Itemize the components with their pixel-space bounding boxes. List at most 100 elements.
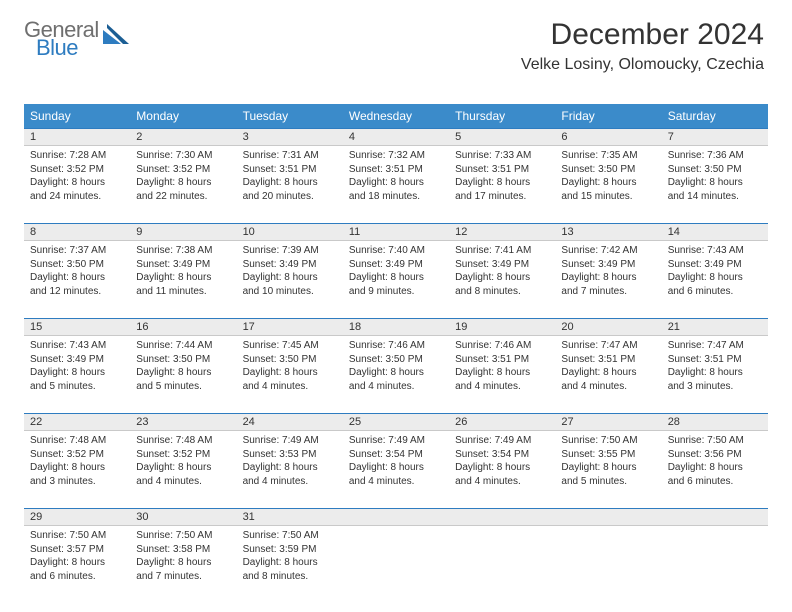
day-details-cell: Sunrise: 7:47 AMSunset: 3:51 PMDaylight:… bbox=[662, 336, 768, 414]
day-details-cell: Sunrise: 7:49 AMSunset: 3:53 PMDaylight:… bbox=[237, 431, 343, 509]
sunset-text: Sunset: 3:51 PM bbox=[349, 163, 443, 177]
sunset-text: Sunset: 3:50 PM bbox=[30, 258, 124, 272]
day-number-cell: 22 bbox=[24, 414, 130, 431]
daylight-text-2: and 18 minutes. bbox=[349, 190, 443, 204]
day-details-cell: Sunrise: 7:49 AMSunset: 3:54 PMDaylight:… bbox=[343, 431, 449, 509]
sunrise-text: Sunrise: 7:43 AM bbox=[30, 339, 124, 353]
day-details-cell: Sunrise: 7:50 AMSunset: 3:57 PMDaylight:… bbox=[24, 526, 130, 604]
day-details-cell bbox=[449, 526, 555, 604]
day-number-cell: 7 bbox=[662, 129, 768, 146]
day-details-cell: Sunrise: 7:49 AMSunset: 3:54 PMDaylight:… bbox=[449, 431, 555, 509]
daylight-text-1: Daylight: 8 hours bbox=[349, 176, 443, 190]
weekday-header: Thursday bbox=[449, 104, 555, 129]
daylight-text-1: Daylight: 8 hours bbox=[455, 461, 549, 475]
details-row: Sunrise: 7:37 AMSunset: 3:50 PMDaylight:… bbox=[24, 241, 768, 319]
day-details-cell: Sunrise: 7:48 AMSunset: 3:52 PMDaylight:… bbox=[24, 431, 130, 509]
daylight-text-2: and 4 minutes. bbox=[136, 475, 230, 489]
day-details-cell: Sunrise: 7:46 AMSunset: 3:51 PMDaylight:… bbox=[449, 336, 555, 414]
sunset-text: Sunset: 3:58 PM bbox=[136, 543, 230, 557]
sunrise-text: Sunrise: 7:32 AM bbox=[349, 149, 443, 163]
daylight-text-2: and 6 minutes. bbox=[668, 285, 762, 299]
day-number-cell: 20 bbox=[555, 319, 661, 336]
sunrise-text: Sunrise: 7:37 AM bbox=[30, 244, 124, 258]
daylight-text-1: Daylight: 8 hours bbox=[30, 556, 124, 570]
day-number-cell: 25 bbox=[343, 414, 449, 431]
sunset-text: Sunset: 3:54 PM bbox=[455, 448, 549, 462]
sunrise-text: Sunrise: 7:39 AM bbox=[243, 244, 337, 258]
day-details-cell: Sunrise: 7:45 AMSunset: 3:50 PMDaylight:… bbox=[237, 336, 343, 414]
sunset-text: Sunset: 3:50 PM bbox=[561, 163, 655, 177]
daylight-text-1: Daylight: 8 hours bbox=[136, 366, 230, 380]
day-number-cell: 6 bbox=[555, 129, 661, 146]
daylight-text-1: Daylight: 8 hours bbox=[136, 271, 230, 285]
daylight-text-2: and 4 minutes. bbox=[455, 475, 549, 489]
daylight-text-1: Daylight: 8 hours bbox=[136, 461, 230, 475]
sunrise-text: Sunrise: 7:47 AM bbox=[668, 339, 762, 353]
sunset-text: Sunset: 3:51 PM bbox=[561, 353, 655, 367]
sunrise-text: Sunrise: 7:31 AM bbox=[243, 149, 337, 163]
daylight-text-1: Daylight: 8 hours bbox=[243, 461, 337, 475]
daylight-text-1: Daylight: 8 hours bbox=[30, 366, 124, 380]
sunrise-text: Sunrise: 7:46 AM bbox=[349, 339, 443, 353]
sunset-text: Sunset: 3:51 PM bbox=[455, 163, 549, 177]
sunset-text: Sunset: 3:53 PM bbox=[243, 448, 337, 462]
sunset-text: Sunset: 3:49 PM bbox=[561, 258, 655, 272]
sunset-text: Sunset: 3:56 PM bbox=[668, 448, 762, 462]
sunrise-text: Sunrise: 7:50 AM bbox=[30, 529, 124, 543]
day-number-cell bbox=[555, 509, 661, 526]
sunrise-text: Sunrise: 7:33 AM bbox=[455, 149, 549, 163]
details-row: Sunrise: 7:48 AMSunset: 3:52 PMDaylight:… bbox=[24, 431, 768, 509]
daylight-text-1: Daylight: 8 hours bbox=[243, 271, 337, 285]
day-number-cell bbox=[343, 509, 449, 526]
day-details-cell: Sunrise: 7:44 AMSunset: 3:50 PMDaylight:… bbox=[130, 336, 236, 414]
daylight-text-2: and 5 minutes. bbox=[561, 475, 655, 489]
daylight-text-2: and 17 minutes. bbox=[455, 190, 549, 204]
daylight-text-2: and 4 minutes. bbox=[243, 475, 337, 489]
daynum-row: 1234567 bbox=[24, 129, 768, 146]
day-number-cell: 30 bbox=[130, 509, 236, 526]
day-number-cell: 13 bbox=[555, 224, 661, 241]
day-number-cell: 27 bbox=[555, 414, 661, 431]
day-number-cell: 26 bbox=[449, 414, 555, 431]
sunrise-text: Sunrise: 7:50 AM bbox=[136, 529, 230, 543]
day-details-cell: Sunrise: 7:43 AMSunset: 3:49 PMDaylight:… bbox=[662, 241, 768, 319]
sunset-text: Sunset: 3:50 PM bbox=[349, 353, 443, 367]
day-details-cell: Sunrise: 7:39 AMSunset: 3:49 PMDaylight:… bbox=[237, 241, 343, 319]
day-details-cell: Sunrise: 7:43 AMSunset: 3:49 PMDaylight:… bbox=[24, 336, 130, 414]
details-row: Sunrise: 7:43 AMSunset: 3:49 PMDaylight:… bbox=[24, 336, 768, 414]
daylight-text-1: Daylight: 8 hours bbox=[668, 271, 762, 285]
daylight-text-1: Daylight: 8 hours bbox=[561, 176, 655, 190]
day-details-cell: Sunrise: 7:38 AMSunset: 3:49 PMDaylight:… bbox=[130, 241, 236, 319]
sunset-text: Sunset: 3:49 PM bbox=[30, 353, 124, 367]
sunset-text: Sunset: 3:57 PM bbox=[30, 543, 124, 557]
daynum-row: 22232425262728 bbox=[24, 414, 768, 431]
day-number-cell: 16 bbox=[130, 319, 236, 336]
daylight-text-2: and 7 minutes. bbox=[561, 285, 655, 299]
day-number-cell: 15 bbox=[24, 319, 130, 336]
day-details-cell: Sunrise: 7:37 AMSunset: 3:50 PMDaylight:… bbox=[24, 241, 130, 319]
day-number-cell bbox=[662, 509, 768, 526]
daylight-text-2: and 10 minutes. bbox=[243, 285, 337, 299]
sunrise-text: Sunrise: 7:41 AM bbox=[455, 244, 549, 258]
sunrise-text: Sunrise: 7:50 AM bbox=[243, 529, 337, 543]
day-details-cell bbox=[343, 526, 449, 604]
daylight-text-1: Daylight: 8 hours bbox=[30, 271, 124, 285]
daylight-text-2: and 3 minutes. bbox=[30, 475, 124, 489]
daylight-text-1: Daylight: 8 hours bbox=[668, 176, 762, 190]
sunrise-text: Sunrise: 7:45 AM bbox=[243, 339, 337, 353]
sunset-text: Sunset: 3:52 PM bbox=[30, 448, 124, 462]
daylight-text-1: Daylight: 8 hours bbox=[668, 366, 762, 380]
daylight-text-2: and 20 minutes. bbox=[243, 190, 337, 204]
sunset-text: Sunset: 3:52 PM bbox=[30, 163, 124, 177]
sunrise-text: Sunrise: 7:28 AM bbox=[30, 149, 124, 163]
day-details-cell: Sunrise: 7:30 AMSunset: 3:52 PMDaylight:… bbox=[130, 146, 236, 224]
daylight-text-2: and 4 minutes. bbox=[243, 380, 337, 394]
day-details-cell bbox=[662, 526, 768, 604]
day-details-cell: Sunrise: 7:46 AMSunset: 3:50 PMDaylight:… bbox=[343, 336, 449, 414]
day-number-cell: 14 bbox=[662, 224, 768, 241]
daynum-row: 891011121314 bbox=[24, 224, 768, 241]
sunset-text: Sunset: 3:51 PM bbox=[243, 163, 337, 177]
sunrise-text: Sunrise: 7:47 AM bbox=[561, 339, 655, 353]
sunrise-text: Sunrise: 7:30 AM bbox=[136, 149, 230, 163]
sunset-text: Sunset: 3:52 PM bbox=[136, 163, 230, 177]
